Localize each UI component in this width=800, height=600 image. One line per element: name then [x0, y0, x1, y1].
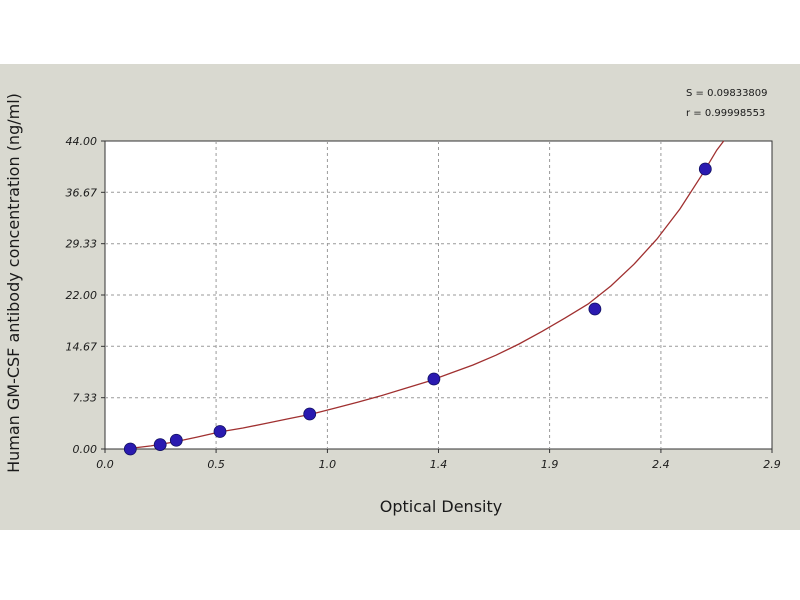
- plot-background: [104, 140, 773, 450]
- y-tick-label: 22.00: [66, 289, 98, 302]
- y-axis-ticks: 0.00 7.33 14.67 22.00 29.33 36.67 44.00: [66, 135, 105, 456]
- stat-r: r = 0.99998553: [686, 108, 765, 119]
- data-points: [123, 162, 712, 456]
- x-axis-title: Optical Density: [380, 497, 502, 516]
- x-tick-label: 1.4: [430, 458, 448, 471]
- x-tick-label: 2.9: [763, 458, 781, 471]
- y-tick-label: 7.33: [73, 392, 98, 405]
- chart-panel: 0.0 0.5 1.0 1.4 1.9 2.4 2.9 0.00 7.33 14.67 22.00…: [0, 64, 800, 530]
- data-point: [427, 372, 441, 386]
- y-tick-label: 44.00: [66, 135, 98, 148]
- data-point: [123, 442, 137, 456]
- data-point: [153, 438, 167, 451]
- data-point: [698, 162, 712, 176]
- plot-area: [104, 140, 773, 450]
- y-tick-label: 0.00: [73, 443, 98, 456]
- stat-s: S = 0.09833809: [686, 88, 768, 99]
- x-tick-label: 0.0: [96, 458, 114, 471]
- chart: 0.0 0.5 1.0 1.4 1.9 2.4 2.9 0.00 7.33 14.67 22.00…: [4, 88, 781, 516]
- x-tick-label: 2.4: [652, 458, 670, 471]
- x-tick-label: 1.9: [541, 458, 559, 471]
- data-point: [169, 433, 183, 447]
- y-tick-label: 36.67: [66, 186, 98, 199]
- y-tick-label: 29.33: [66, 238, 98, 251]
- x-tick-label: 0.5: [207, 458, 225, 471]
- data-point: [213, 425, 227, 438]
- x-tick-label: 1.0: [319, 458, 337, 471]
- data-point: [303, 407, 317, 421]
- x-axis-ticks: 0.0 0.5 1.0 1.4 1.9 2.4 2.9: [96, 449, 781, 471]
- y-tick-label: 14.67: [66, 340, 98, 353]
- data-point: [588, 302, 602, 316]
- y-axis-title: Human GM-CSF antibody concentration (ng/…: [4, 93, 23, 473]
